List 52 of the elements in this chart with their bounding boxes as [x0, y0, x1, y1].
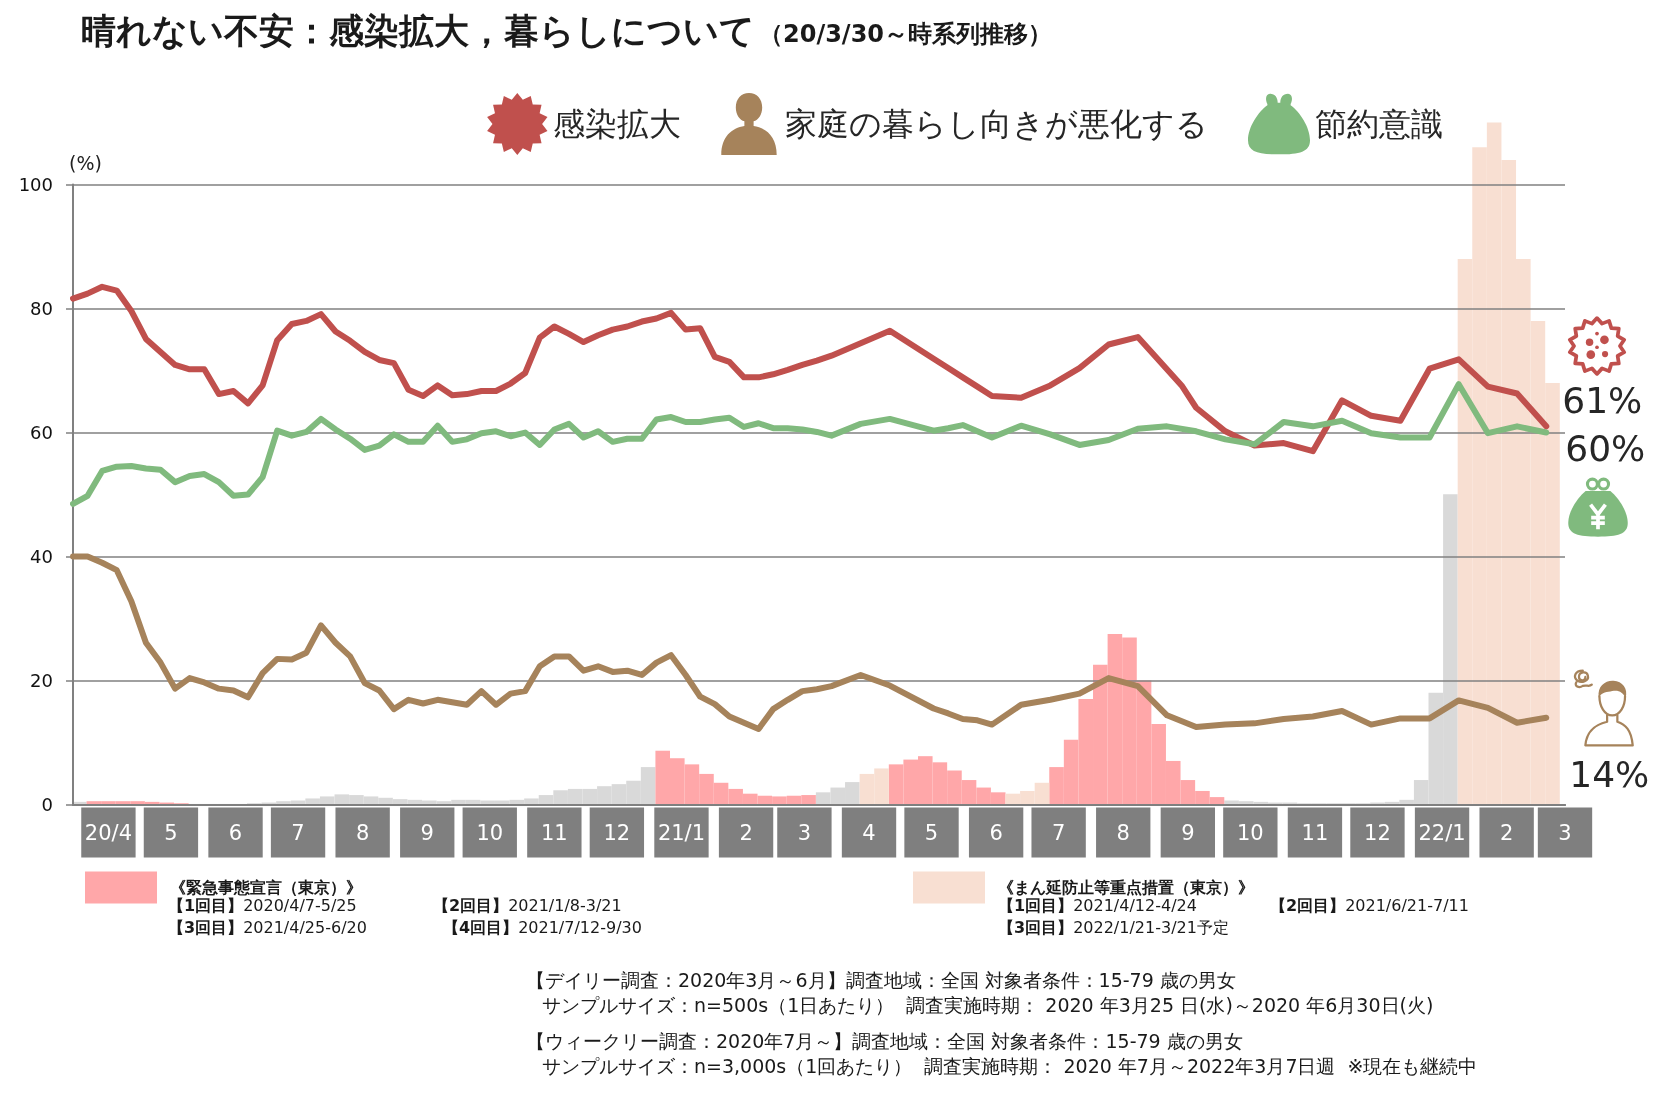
text: 【4回目】2021/7/12-9/30 — [443, 918, 642, 938]
x-tick-label: 9 — [420, 820, 434, 845]
legend-label: 《まん延防止等重点措置（東京）》 — [998, 878, 1254, 898]
x-tick-label: 20/4 — [84, 820, 133, 845]
y-tick-label: 40 — [30, 546, 53, 568]
text: 【2回目】2021/6/21-7/11 — [1270, 896, 1469, 916]
text: 【デイリー調査：2020年3月～6月】調査地域：全国 対象者条件：15-79 歳の男女 — [526, 969, 1236, 992]
x-tick-label: 6 — [989, 820, 1003, 845]
x-tick-label: 6 — [228, 820, 243, 845]
x-tick-label: 9 — [1181, 820, 1195, 845]
legend-label: 家庭の暮らし向きが悪化する — [785, 105, 1208, 143]
y-tick-label: 60 — [30, 422, 53, 444]
x-tick-label: 8 — [1116, 820, 1130, 845]
chart-subtitle: （20/3/30～時系列推移） — [759, 19, 1053, 48]
x-tick-label: 2 — [1499, 820, 1514, 845]
x-tick-label: 22/1 — [1418, 820, 1466, 845]
legend-label: 《緊急事態宣言（東京）》 — [170, 878, 362, 898]
y-tick-label: 80 — [30, 298, 53, 320]
legend-label: 感染拡大 — [553, 105, 682, 143]
x-tick-label: 12 — [1364, 820, 1391, 845]
text: サンプルサイズ：n=3,000s（1回あたり） 調査実施時期： 2020 年7月～2022年3月7日週 ※現在も継続中 — [542, 1055, 1478, 1078]
x-tick-label: 2 — [739, 820, 753, 845]
x-tick-label: 5 — [924, 820, 939, 845]
text: 【2回目】2021/1/8-3/21 — [433, 896, 622, 916]
text: 【1回目】2020/4/7-5/25 — [168, 896, 357, 916]
x-tick-label: 10 — [1236, 820, 1264, 845]
y-axis-title: (%) — [69, 152, 102, 174]
text: 【1回目】2021/4/12-4/24 — [998, 896, 1197, 916]
y-tick-label: 20 — [30, 670, 53, 692]
x-tick-label: 7 — [291, 820, 305, 845]
chart-title: 晴れない不安：感染拡大，暮らしについて — [81, 10, 755, 51]
data-label: 14% — [1569, 754, 1650, 796]
x-tick-label: 3 — [1558, 820, 1572, 845]
x-tick-label: 10 — [476, 820, 504, 845]
data-label: 61% — [1562, 379, 1643, 421]
x-tick-label: 4 — [862, 820, 876, 845]
x-tick-label: 12 — [603, 820, 631, 845]
x-tick-label: 21/1 — [657, 820, 706, 845]
text: 【ウィークリー調査：2020年7月～】調査地域：全国 対象者条件：15-79 歳の男女 — [526, 1030, 1243, 1053]
y-tick-label: 100 — [18, 174, 53, 195]
text: サンプルサイズ：n=500s（1日あたり） 調査実施時期： 2020 年3月25 日(水)～2020 年6月30日(火) — [542, 994, 1434, 1017]
x-tick-label: 7 — [1051, 820, 1066, 845]
x-tick-label: 11 — [540, 820, 568, 845]
x-tick-label: 5 — [164, 820, 178, 845]
y-tick-label: 0 — [41, 794, 53, 816]
text: 【3回目】2022/1/21-3/21予定 — [998, 918, 1229, 938]
x-tick-label: 11 — [1301, 820, 1329, 845]
text: 【3回目】2021/4/25-6/20 — [168, 918, 367, 938]
legend-label: 節約意識 — [1315, 105, 1443, 143]
x-tick-label: 8 — [355, 820, 370, 845]
x-tick-label: 3 — [797, 820, 812, 845]
data-label: 60% — [1565, 428, 1646, 470]
